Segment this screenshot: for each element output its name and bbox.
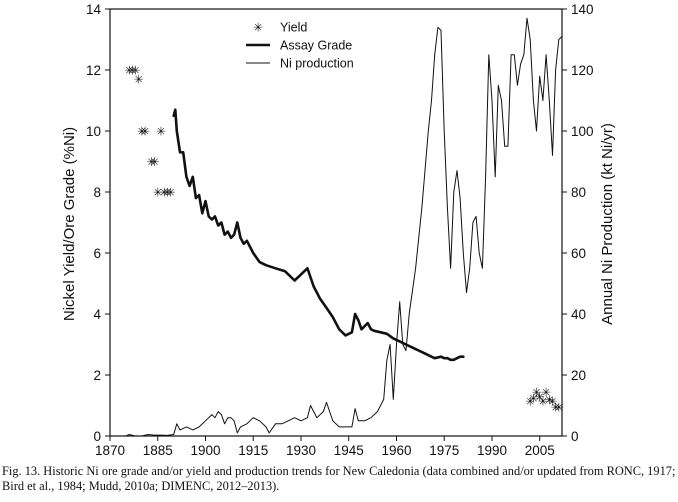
yield-point: ✳ (554, 401, 564, 415)
assay-grade-line (172, 108, 465, 362)
legend-label: Assay Grade (280, 39, 352, 53)
yield-point: ✳ (532, 385, 542, 399)
x-tick-label: 1915 (238, 443, 268, 458)
x-tick-label: 1990 (477, 443, 507, 458)
y-left-tick-label: 2 (93, 368, 101, 383)
y-left-tick-label: 8 (93, 185, 101, 200)
yield-point: ✳ (146, 155, 156, 169)
y-left-tick-label: 14 (86, 2, 102, 17)
x-tick-label: 1945 (334, 443, 364, 458)
yield-point: ✳ (528, 391, 538, 405)
y-right-tick-label: 140 (571, 2, 594, 17)
chart-svg: 1870 1885 1900 1915 1930 1945 1960 1975 1990 2005… (61, 2, 616, 458)
yield-point: ✳ (159, 186, 169, 200)
ticks-layer: 1870 1885 1900 1915 1930 1945 1960 1975 1990 2005… (86, 2, 594, 458)
ni-production-line (125, 17, 563, 437)
yield-point: ✳ (525, 394, 535, 408)
y-right-tick-label: 60 (571, 246, 586, 261)
y-right-tick-label: 40 (571, 307, 586, 322)
yield-point: ✳ (156, 125, 166, 139)
yield-point: ✳ (538, 394, 548, 408)
x-tick-label: 1960 (381, 443, 411, 458)
yield-point: ✳ (150, 155, 160, 169)
x-tick-label: 2005 (525, 443, 555, 458)
y-left-tick-label: 10 (86, 124, 101, 139)
legend: ✳ Yield Assay Grade Ni production (246, 21, 354, 71)
legend-label: Ni production (280, 57, 354, 71)
yield-point: ✳ (535, 390, 545, 404)
yield-point: ✳ (541, 385, 551, 399)
y-right-tick-label: 100 (571, 124, 594, 139)
x-tick-label: 1930 (286, 443, 316, 458)
y-left-tick-label: 4 (93, 307, 101, 322)
y-right-tick-label: 80 (571, 185, 586, 200)
yield-point: ✳ (165, 186, 175, 200)
yield-point: ✳ (127, 64, 137, 78)
yield-point: ✳ (140, 125, 150, 139)
plot-border (109, 8, 563, 437)
y-axis-right-label: Annual Ni Production (kt Ni/yr) (599, 123, 616, 325)
yield-point: ✳ (130, 64, 140, 78)
x-tick-label: 1885 (143, 443, 173, 458)
x-tick-label: 1870 (95, 443, 125, 458)
legend-yield-symbol: ✳ (253, 21, 263, 35)
figure-caption: Fig. 13. Historic Ni ore grade and/or yi… (2, 464, 676, 493)
y-left-tick-label: 0 (93, 429, 101, 444)
x-tick-label: 1900 (190, 443, 220, 458)
legend-label: Yield (280, 21, 307, 35)
yield-point: ✳ (153, 186, 163, 200)
y-axis-left-label: Nickel Yield/Ore Grade (%Ni) (61, 127, 78, 321)
y-left-tick-label: 6 (93, 246, 101, 261)
yield-point: ✳ (134, 73, 144, 87)
yield-point: ✳ (162, 186, 172, 200)
y-right-tick-label: 20 (571, 368, 586, 383)
x-tick-label: 1975 (429, 443, 459, 458)
y-right-tick-label: 0 (571, 429, 579, 444)
yield-point: ✳ (544, 393, 554, 407)
series-layer: ✳✳✳✳✳✳✳✳✳✳✳✳✳✳✳✳✳✳✳✳✳✳✳ (124, 17, 564, 437)
yield-point: ✳ (551, 401, 561, 415)
y-left-tick-label: 12 (86, 63, 101, 78)
yield-point: ✳ (124, 64, 134, 78)
plot-frame (109, 8, 563, 437)
y-right-tick-label: 120 (571, 63, 594, 78)
yield-point: ✳ (137, 125, 147, 139)
yield-point: ✳ (547, 394, 557, 408)
